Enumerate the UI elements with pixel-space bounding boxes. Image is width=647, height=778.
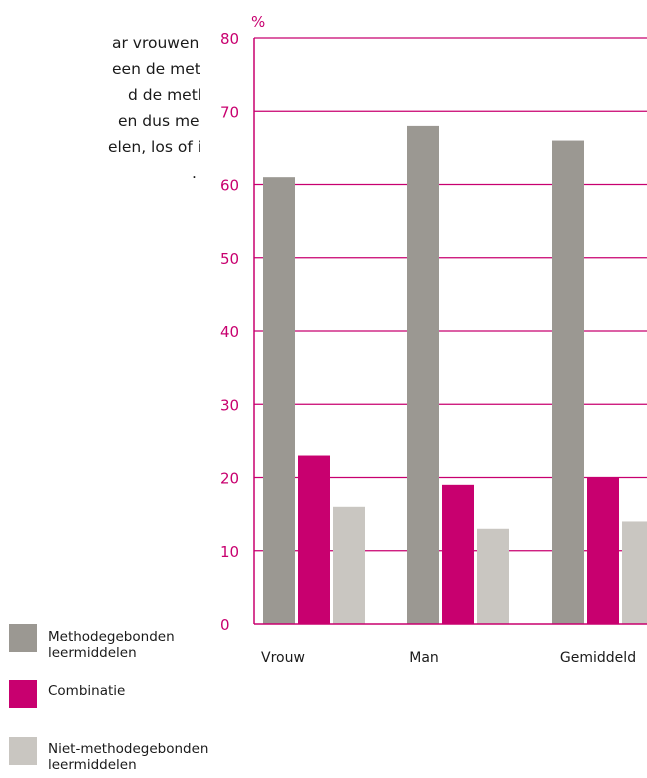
x-category-label: Man bbox=[409, 650, 439, 666]
y-tick-label: 50 bbox=[220, 250, 239, 268]
y-tick-label: 30 bbox=[220, 396, 239, 414]
y-axis-unit-label: % bbox=[251, 13, 265, 31]
body-text-line: d de methode bbox=[128, 86, 200, 104]
bar bbox=[333, 506, 365, 624]
bar bbox=[552, 140, 584, 625]
bar bbox=[298, 455, 330, 624]
x-category-label: Gemiddeld bbox=[560, 650, 636, 666]
y-tick-label: 40 bbox=[220, 323, 239, 341]
body-text-line: en dus meer niet- bbox=[118, 112, 200, 130]
legend-swatch bbox=[9, 680, 37, 708]
bar bbox=[477, 528, 509, 624]
body-text-line: ar vrouwen bbox=[112, 34, 200, 52]
bar bbox=[407, 125, 439, 625]
body-text-line: elen, los of in bbox=[108, 138, 200, 156]
legend-label: Methodegebonden leermiddelen bbox=[48, 629, 175, 661]
body-text-fragment: ar vrouwen een de methoden, d de methode… bbox=[0, 0, 200, 210]
y-tick-label: 60 bbox=[220, 177, 239, 195]
y-tick-label: 80 bbox=[220, 30, 239, 48]
y-tick-label: 10 bbox=[220, 543, 239, 561]
legend-swatch bbox=[9, 737, 37, 765]
y-tick-label: 70 bbox=[220, 103, 239, 121]
bar bbox=[263, 177, 295, 625]
bar bbox=[442, 484, 474, 624]
x-category-label: Vrouw bbox=[261, 650, 305, 666]
y-tick-label: 0 bbox=[220, 616, 230, 634]
y-tick-label: 20 bbox=[220, 470, 239, 488]
body-text-line: . bbox=[192, 164, 197, 182]
body-text-line: een de methoden, bbox=[112, 60, 200, 78]
legend-label: Niet-methodegebonden leermiddelen bbox=[48, 741, 209, 773]
bar bbox=[622, 521, 647, 624]
legend-swatch bbox=[9, 624, 37, 652]
bar bbox=[587, 477, 619, 624]
legend-label: Combinatie bbox=[48, 683, 126, 699]
